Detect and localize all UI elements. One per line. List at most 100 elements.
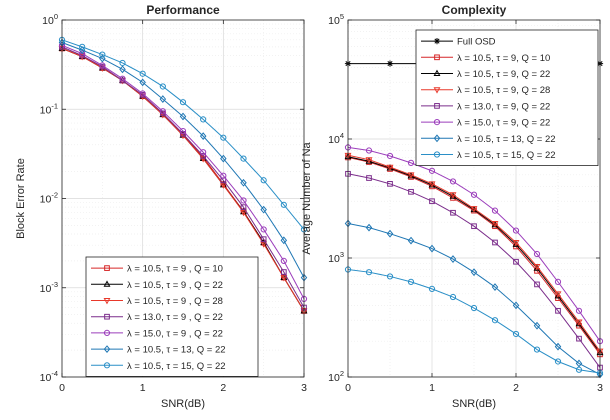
data-point (280, 201, 287, 208)
data-point (99, 51, 106, 58)
series-line (347, 173, 601, 368)
series-5 (58, 42, 308, 303)
data-point (179, 99, 187, 106)
y-tick-label: 10-4 (40, 369, 58, 384)
legend-marker (433, 134, 441, 143)
data-point (98, 65, 106, 72)
legend-marker (433, 151, 441, 158)
legend-marker (103, 329, 111, 336)
data-point (139, 70, 146, 77)
data-point (119, 59, 126, 67)
data-point (407, 236, 415, 245)
x-axis-label: SNR(dB) (452, 398, 496, 410)
data-point (512, 330, 520, 338)
legend-label: λ = 10.5, τ = 9, Q = 10 (457, 53, 550, 64)
data-point (554, 342, 562, 351)
y-axis-label: Average Number of Na (301, 141, 313, 254)
series-line (61, 44, 305, 300)
series-4 (344, 152, 604, 356)
x-tick-label: 3 (301, 382, 307, 394)
data-point (470, 191, 478, 198)
data-point (179, 112, 187, 121)
data-point (260, 205, 267, 214)
data-point (240, 197, 247, 204)
data-point (533, 250, 541, 258)
data-point (554, 291, 562, 298)
x-tick-label: 1 (140, 382, 146, 394)
performance-chart: 0 1 2 3 10-4 10-3 10-2 10-1 100 Performance SNR(… (15, 3, 308, 410)
legend-marker (104, 313, 110, 320)
legend-entry: λ = 10.5, τ = 9 , Q = 22 (91, 280, 223, 291)
x-tick-label: 0 (59, 382, 65, 394)
data-point (386, 60, 394, 67)
data-point (470, 268, 478, 277)
data-point (512, 301, 520, 310)
legend-label: λ = 10.5, τ = 9, Q = 22 (457, 69, 550, 80)
data-point (260, 226, 267, 233)
data-point (79, 50, 86, 57)
data-point (449, 293, 457, 301)
data-point (199, 132, 207, 141)
legend-marker (103, 298, 111, 305)
data-point (533, 321, 541, 330)
legend-marker (433, 87, 441, 94)
chart-title: Performance (146, 3, 220, 17)
data-point (200, 149, 207, 156)
legend-entry: λ = 10.5, τ = 9 , Q = 28 (91, 296, 223, 307)
data-point (240, 178, 247, 187)
legend-entry: λ = 10.5, τ = 13, Q = 22 (421, 134, 556, 145)
data-point (139, 90, 146, 97)
y-tick-label: 10-3 (40, 280, 58, 295)
data-point (576, 335, 582, 342)
legend-entry: λ = 13.0, τ = 9, Q = 22 (421, 101, 550, 112)
data-point (260, 177, 267, 184)
legend-label: λ = 15.0, τ = 9 , Q = 22 (127, 328, 223, 339)
series-7 (344, 219, 604, 379)
legend-entry: λ = 10.5, τ = 9, Q = 10 (421, 53, 550, 64)
legend-label: λ = 10.5, τ = 9 , Q = 10 (127, 264, 223, 275)
data-point (99, 62, 106, 69)
data-point (240, 204, 247, 210)
x-tick-label: 3 (597, 382, 603, 394)
data-point (512, 227, 520, 234)
axis-ticks: 0 1 2 3 10-4 10-3 10-2 10-1 100 (40, 12, 307, 394)
x-tick-label: 2 (220, 382, 226, 394)
legend-entry: λ = 10.5, τ = 9 , Q = 10 (91, 264, 223, 275)
data-point (449, 178, 457, 185)
data-point (280, 269, 287, 275)
legend-entry: λ = 10.5, τ = 9, Q = 22 (421, 69, 550, 80)
data-point (450, 209, 456, 216)
legend-label: λ = 10.5, τ = 9 , Q = 22 (127, 280, 223, 291)
legend-entry: λ = 10.5, τ = 13, Q = 22 (91, 345, 226, 356)
data-point (449, 255, 457, 263)
legend: λ = 10.5, τ = 9 , Q = 10 λ = 10.5, τ = 9 … (85, 256, 259, 377)
legend-label: λ = 10.5, τ = 13, Q = 22 (127, 345, 226, 356)
legend-entry: λ = 13.0, τ = 9 , Q = 22 (91, 312, 223, 323)
data-point (99, 54, 106, 63)
data-point (407, 172, 415, 179)
legend-marker (434, 103, 440, 109)
legend-entry: λ = 15.0, τ = 9 , Q = 22 (91, 328, 223, 339)
legend-label: λ = 10.5, τ = 15, Q = 22 (127, 361, 226, 372)
y-tick-label: 104 (328, 131, 344, 146)
data-point (159, 108, 166, 115)
y-tick-label: 102 (328, 369, 344, 384)
data-point (365, 157, 373, 164)
complexity-chart: 0 1 2 3 102 103 104 105 Complexity SNR(dB) Aver… (301, 3, 604, 410)
data-point (491, 207, 499, 214)
data-point (575, 366, 583, 373)
data-point (159, 83, 166, 90)
data-point (513, 258, 519, 265)
y-axis-label: Block Error Rate (15, 158, 27, 239)
data-point (159, 95, 167, 103)
legend-entry: λ = 10.5, τ = 15, Q = 22 (421, 150, 556, 161)
legend-label: λ = 10.5, τ = 13, Q = 22 (457, 134, 556, 145)
data-point (491, 283, 499, 291)
y-tick-label: 100 (42, 12, 58, 27)
data-point (575, 319, 583, 326)
data-point (365, 147, 373, 154)
data-point (491, 317, 499, 324)
data-point (428, 181, 436, 188)
legend-label: λ = 13.0, τ = 9, Q = 22 (457, 101, 550, 112)
data-point (240, 155, 247, 162)
